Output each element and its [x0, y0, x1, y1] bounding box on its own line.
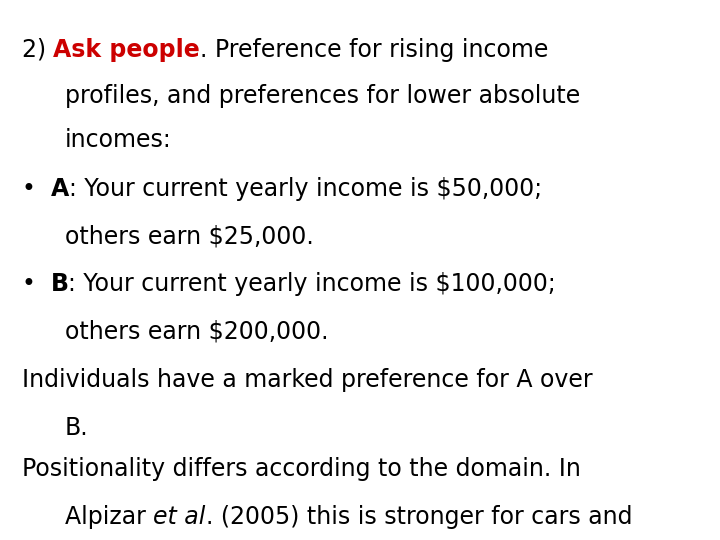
Text: others earn $25,000.: others earn $25,000.	[65, 224, 313, 248]
Text: A: A	[50, 177, 68, 201]
Text: •: •	[22, 177, 50, 201]
Text: . Preference for rising income: . Preference for rising income	[200, 38, 549, 62]
Text: others earn $200,000.: others earn $200,000.	[65, 320, 328, 343]
Text: 2): 2)	[22, 38, 53, 62]
Text: Positionality differs according to the domain. In: Positionality differs according to the d…	[22, 457, 580, 481]
Text: : Your current yearly income is $50,000;: : Your current yearly income is $50,000;	[68, 177, 542, 201]
Text: Alpizar: Alpizar	[65, 505, 153, 529]
Text: B: B	[50, 272, 68, 296]
Text: : Your current yearly income is $100,000;: : Your current yearly income is $100,000…	[68, 272, 557, 296]
Text: Ask people: Ask people	[53, 38, 200, 62]
Text: incomes:: incomes:	[65, 128, 171, 152]
Text: . (2005) this is stronger for cars and: . (2005) this is stronger for cars and	[205, 505, 632, 529]
Text: •: •	[22, 272, 50, 296]
Text: B.: B.	[65, 416, 89, 440]
Text: et al: et al	[153, 505, 205, 529]
Text: Individuals have a marked preference for A over: Individuals have a marked preference for…	[22, 368, 593, 392]
Text: profiles, and preferences for lower absolute: profiles, and preferences for lower abso…	[65, 84, 580, 107]
